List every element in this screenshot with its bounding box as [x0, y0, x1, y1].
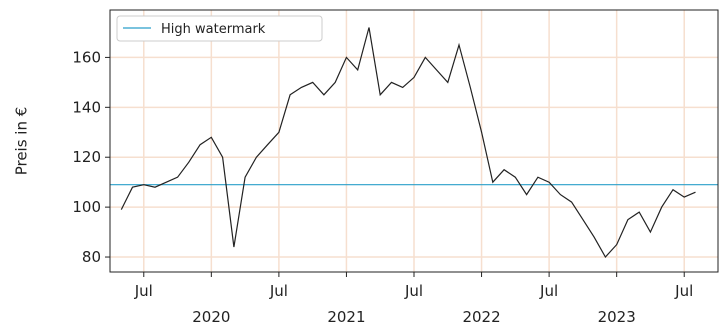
x-tick-label: 2020: [192, 308, 230, 326]
y-tick-label: 100: [72, 198, 101, 216]
legend-label: High watermark: [161, 22, 266, 37]
x-tick-label: Jul: [134, 282, 153, 300]
price-line: [120, 27, 696, 259]
x-tick-label: Jul: [404, 282, 423, 300]
x-tick-label: Jul: [674, 282, 693, 300]
legend-box: [116, 15, 323, 42]
x-tick-label: 2023: [598, 308, 636, 326]
plot-frame: [109, 9, 719, 273]
legend: High watermark: [116, 15, 323, 42]
x-tick-label: 2022: [462, 308, 500, 326]
y-tick-label: 140: [72, 98, 101, 116]
y-axis-label: Preis in €: [13, 107, 31, 176]
x-tick-label: Jul: [269, 282, 288, 300]
x-tick-label: Jul: [539, 282, 558, 300]
y-tick-label: 80: [82, 248, 101, 266]
y-tick-label: 120: [72, 148, 101, 166]
x-tick-label: 2021: [327, 308, 365, 326]
y-tick-label: 160: [72, 48, 101, 66]
